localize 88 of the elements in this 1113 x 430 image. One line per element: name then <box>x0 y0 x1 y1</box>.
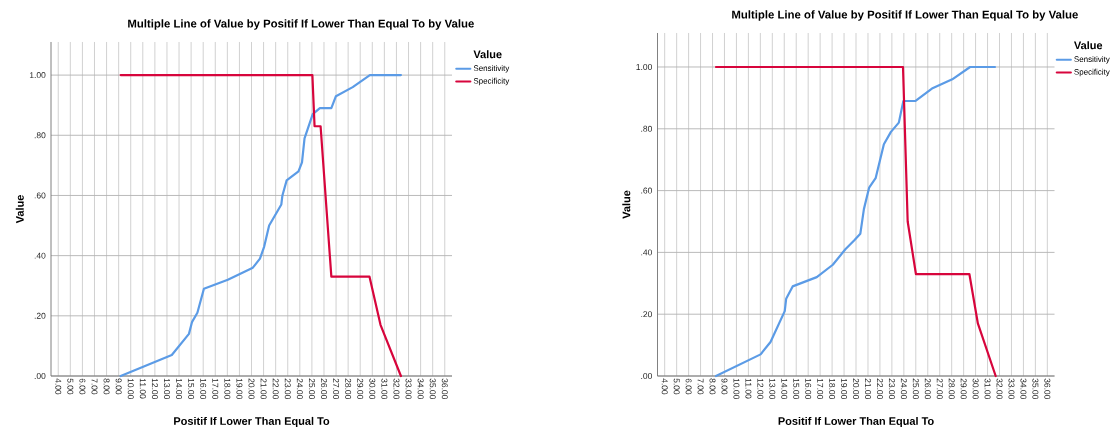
x-tick-label: 5.00 <box>673 378 680 395</box>
x-tick-label: 27.00 <box>936 378 943 400</box>
x-tick-label: 12.00 <box>151 378 158 400</box>
x-tick-label: 30.00 <box>972 378 979 400</box>
x-tick-label: 6.00 <box>79 378 86 395</box>
legend-title: Value <box>1073 41 1103 50</box>
legend-title: Value <box>473 50 502 59</box>
y-tick-label: .60 <box>34 192 46 199</box>
x-tick-label: 16.00 <box>805 378 812 400</box>
x-tick-label: 10.00 <box>733 378 740 400</box>
x-tick-label: 33.00 <box>405 378 412 400</box>
x-tick-label: 24.00 <box>900 378 907 400</box>
y-tick-label: 1.00 <box>636 64 652 70</box>
y-tick-label: .60 <box>641 187 652 194</box>
x-tick-label: 12.00 <box>757 378 764 400</box>
x-tick-label: 27.00 <box>333 378 340 400</box>
x-tick-label: 6.00 <box>685 378 692 395</box>
x-tick-label: 36.00 <box>1044 378 1051 400</box>
x-tick-label: 35.00 <box>1032 378 1039 400</box>
x-tick-label: 34.00 <box>1020 378 1027 400</box>
x-tick-label: 8.00 <box>103 378 110 395</box>
y-axis-title: Value <box>622 190 631 219</box>
x-tick-label: 18.00 <box>224 378 231 400</box>
x-tick-label: 28.00 <box>948 378 955 400</box>
x-tick-label: 19.00 <box>841 378 848 400</box>
x-tick-label: 18.00 <box>829 378 836 400</box>
x-tick-label: 29.00 <box>960 378 967 400</box>
x-tick-label: 7.00 <box>91 378 98 395</box>
x-tick-label: 33.00 <box>1008 378 1015 400</box>
chart-title: Multiple Line of Value by Positif If Lower Than Equal To by Value <box>732 10 1078 21</box>
y-tick-label: 1.00 <box>29 72 46 79</box>
x-tick-label: 14.00 <box>176 378 183 400</box>
x-tick-label: 22.00 <box>876 378 883 400</box>
x-tick-label: 28.00 <box>345 378 352 400</box>
x-tick-label: 15.00 <box>793 378 800 400</box>
x-tick-label: 9.00 <box>115 378 122 395</box>
chart-title: Multiple Line of Value by Positif If Lower Than Equal To by Value <box>128 19 474 30</box>
x-tick-label: 21.00 <box>864 378 871 400</box>
x-tick-label: 23.00 <box>284 378 291 400</box>
y-tick-label: .40 <box>34 252 46 259</box>
x-tick-label: 9.00 <box>721 378 728 395</box>
x-tick-label: 17.00 <box>212 378 219 400</box>
line-series <box>714 65 997 378</box>
x-tick-label: 13.00 <box>163 378 170 400</box>
y-tick-label: .00 <box>34 373 46 379</box>
y-axis-title: Value <box>15 195 24 224</box>
x-tick-label: 26.00 <box>924 378 931 400</box>
x-tick-label: 8.00 <box>709 378 716 395</box>
x-tick-label: 30.00 <box>369 378 376 400</box>
line-series <box>119 73 403 378</box>
x-tick-label: 29.00 <box>357 378 364 400</box>
x-tick-label: 11.00 <box>139 378 146 399</box>
y-tick-label: .20 <box>34 312 46 319</box>
x-tick-label: 4.00 <box>55 378 62 395</box>
y-tick-label: .80 <box>34 132 46 139</box>
x-tick-label: 19.00 <box>236 378 243 400</box>
x-tick-label: 20.00 <box>853 378 859 400</box>
x-tick-label: 15.00 <box>188 378 195 400</box>
y-tick-label: .20 <box>641 311 652 318</box>
x-tick-label: 34.00 <box>417 378 424 400</box>
x-tick-label: 10.00 <box>127 378 134 400</box>
x-tick-label: 17.00 <box>817 378 824 400</box>
x-tick-label: 32.00 <box>393 378 400 400</box>
y-tick-label: .80 <box>641 125 652 132</box>
x-axis-title: Positif If Lower Than Equal To <box>174 416 330 428</box>
x-tick-label: 4.00 <box>661 378 668 395</box>
x-tick-label: 5.00 <box>67 378 74 395</box>
x-tick-label: 14.00 <box>781 378 788 400</box>
x-tick-label: 16.00 <box>200 378 207 400</box>
x-tick-label: 13.00 <box>769 378 776 400</box>
x-tick-label: 20.00 <box>248 378 255 400</box>
x-tick-label: 35.00 <box>429 378 436 400</box>
x-tick-label: 25.00 <box>912 378 919 400</box>
x-axis-title: Positif If Lower Than Equal To <box>778 416 934 428</box>
x-tick-label: 31.00 <box>984 378 991 400</box>
x-tick-label: 32.00 <box>996 378 1003 400</box>
x-tick-label: 11.00 <box>745 378 752 399</box>
x-tick-label: 31.00 <box>381 378 388 400</box>
x-tick-label: 7.00 <box>697 378 704 395</box>
x-tick-label: 36.00 <box>441 378 448 400</box>
x-tick-label: 22.00 <box>272 378 279 400</box>
x-tick-label: 23.00 <box>888 378 895 400</box>
y-tick-label: .00 <box>641 373 652 379</box>
x-tick-label: 26.00 <box>320 378 327 400</box>
x-tick-label: 25.00 <box>308 378 315 400</box>
x-tick-label: 21.00 <box>260 378 267 400</box>
x-tick-label: 24.00 <box>296 378 303 400</box>
y-tick-label: .40 <box>641 249 652 256</box>
